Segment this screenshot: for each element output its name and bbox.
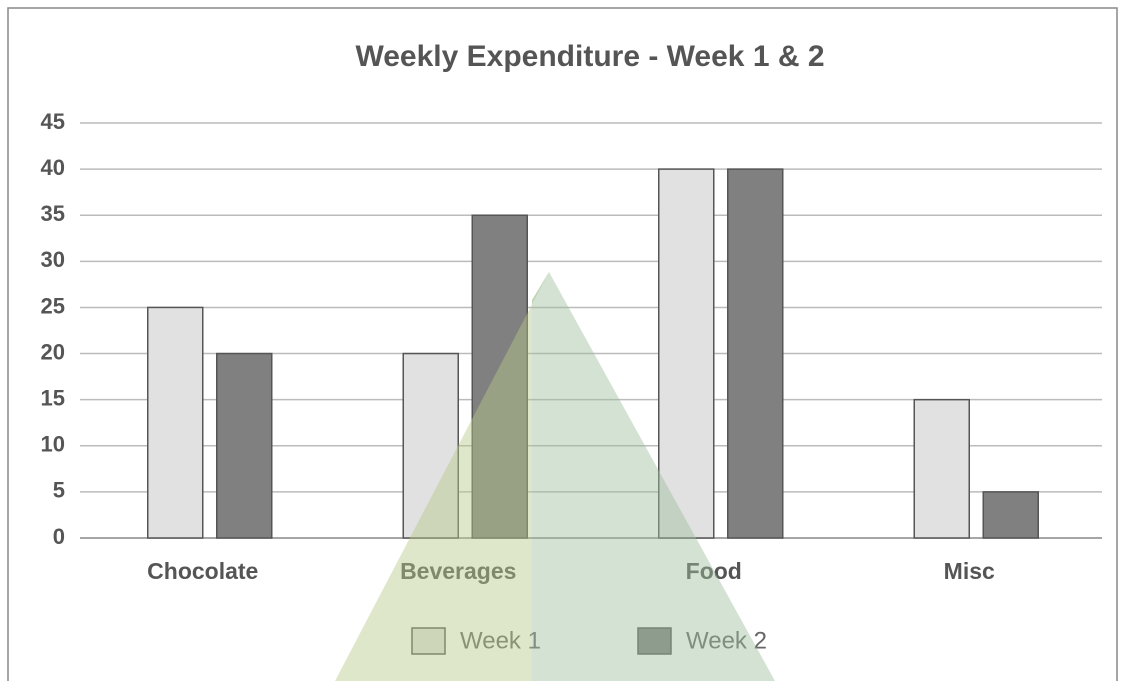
bar: [982, 491, 1039, 539]
triangle-right: [532, 272, 775, 681]
y-tick-label: 30: [41, 247, 65, 272]
x-tick-label: Beverages: [400, 558, 516, 584]
y-tick-label: 20: [41, 339, 65, 364]
y-tick-label: 5: [53, 478, 65, 503]
chart-title: Weekly Expenditure - Week 1 & 2: [355, 40, 824, 73]
bar: [658, 168, 715, 539]
y-tick-label: 15: [41, 385, 65, 410]
bar: [913, 398, 970, 539]
bar: [147, 306, 204, 539]
decoration-triangle: [335, 272, 775, 681]
chart-frame: [7, 7, 1118, 681]
plot-area: 0 5 10 15 20 25 30 35 40 45 Chocolate Beverages Food…: [41, 109, 1102, 655]
bar: [216, 352, 273, 539]
x-tick-label: Misc: [944, 558, 995, 584]
bar: [471, 214, 528, 539]
y-tick-label: 45: [41, 109, 65, 134]
legend-swatch: [411, 627, 446, 655]
y-tick-label: 25: [41, 293, 65, 318]
y-tick-label: 10: [41, 432, 65, 457]
bar: [727, 168, 784, 539]
legend-label: Week 2: [686, 627, 767, 654]
triangle-left: [335, 272, 549, 681]
legend-label: Week 1: [460, 627, 541, 654]
y-tick-label: 40: [41, 155, 65, 180]
x-tick-label: Food: [686, 558, 742, 584]
legend-swatch: [637, 627, 672, 655]
y-tick-label: 0: [53, 524, 65, 549]
bar: [402, 352, 459, 539]
x-tick-label: Chocolate: [147, 558, 258, 584]
y-tick-label: 35: [41, 201, 65, 226]
